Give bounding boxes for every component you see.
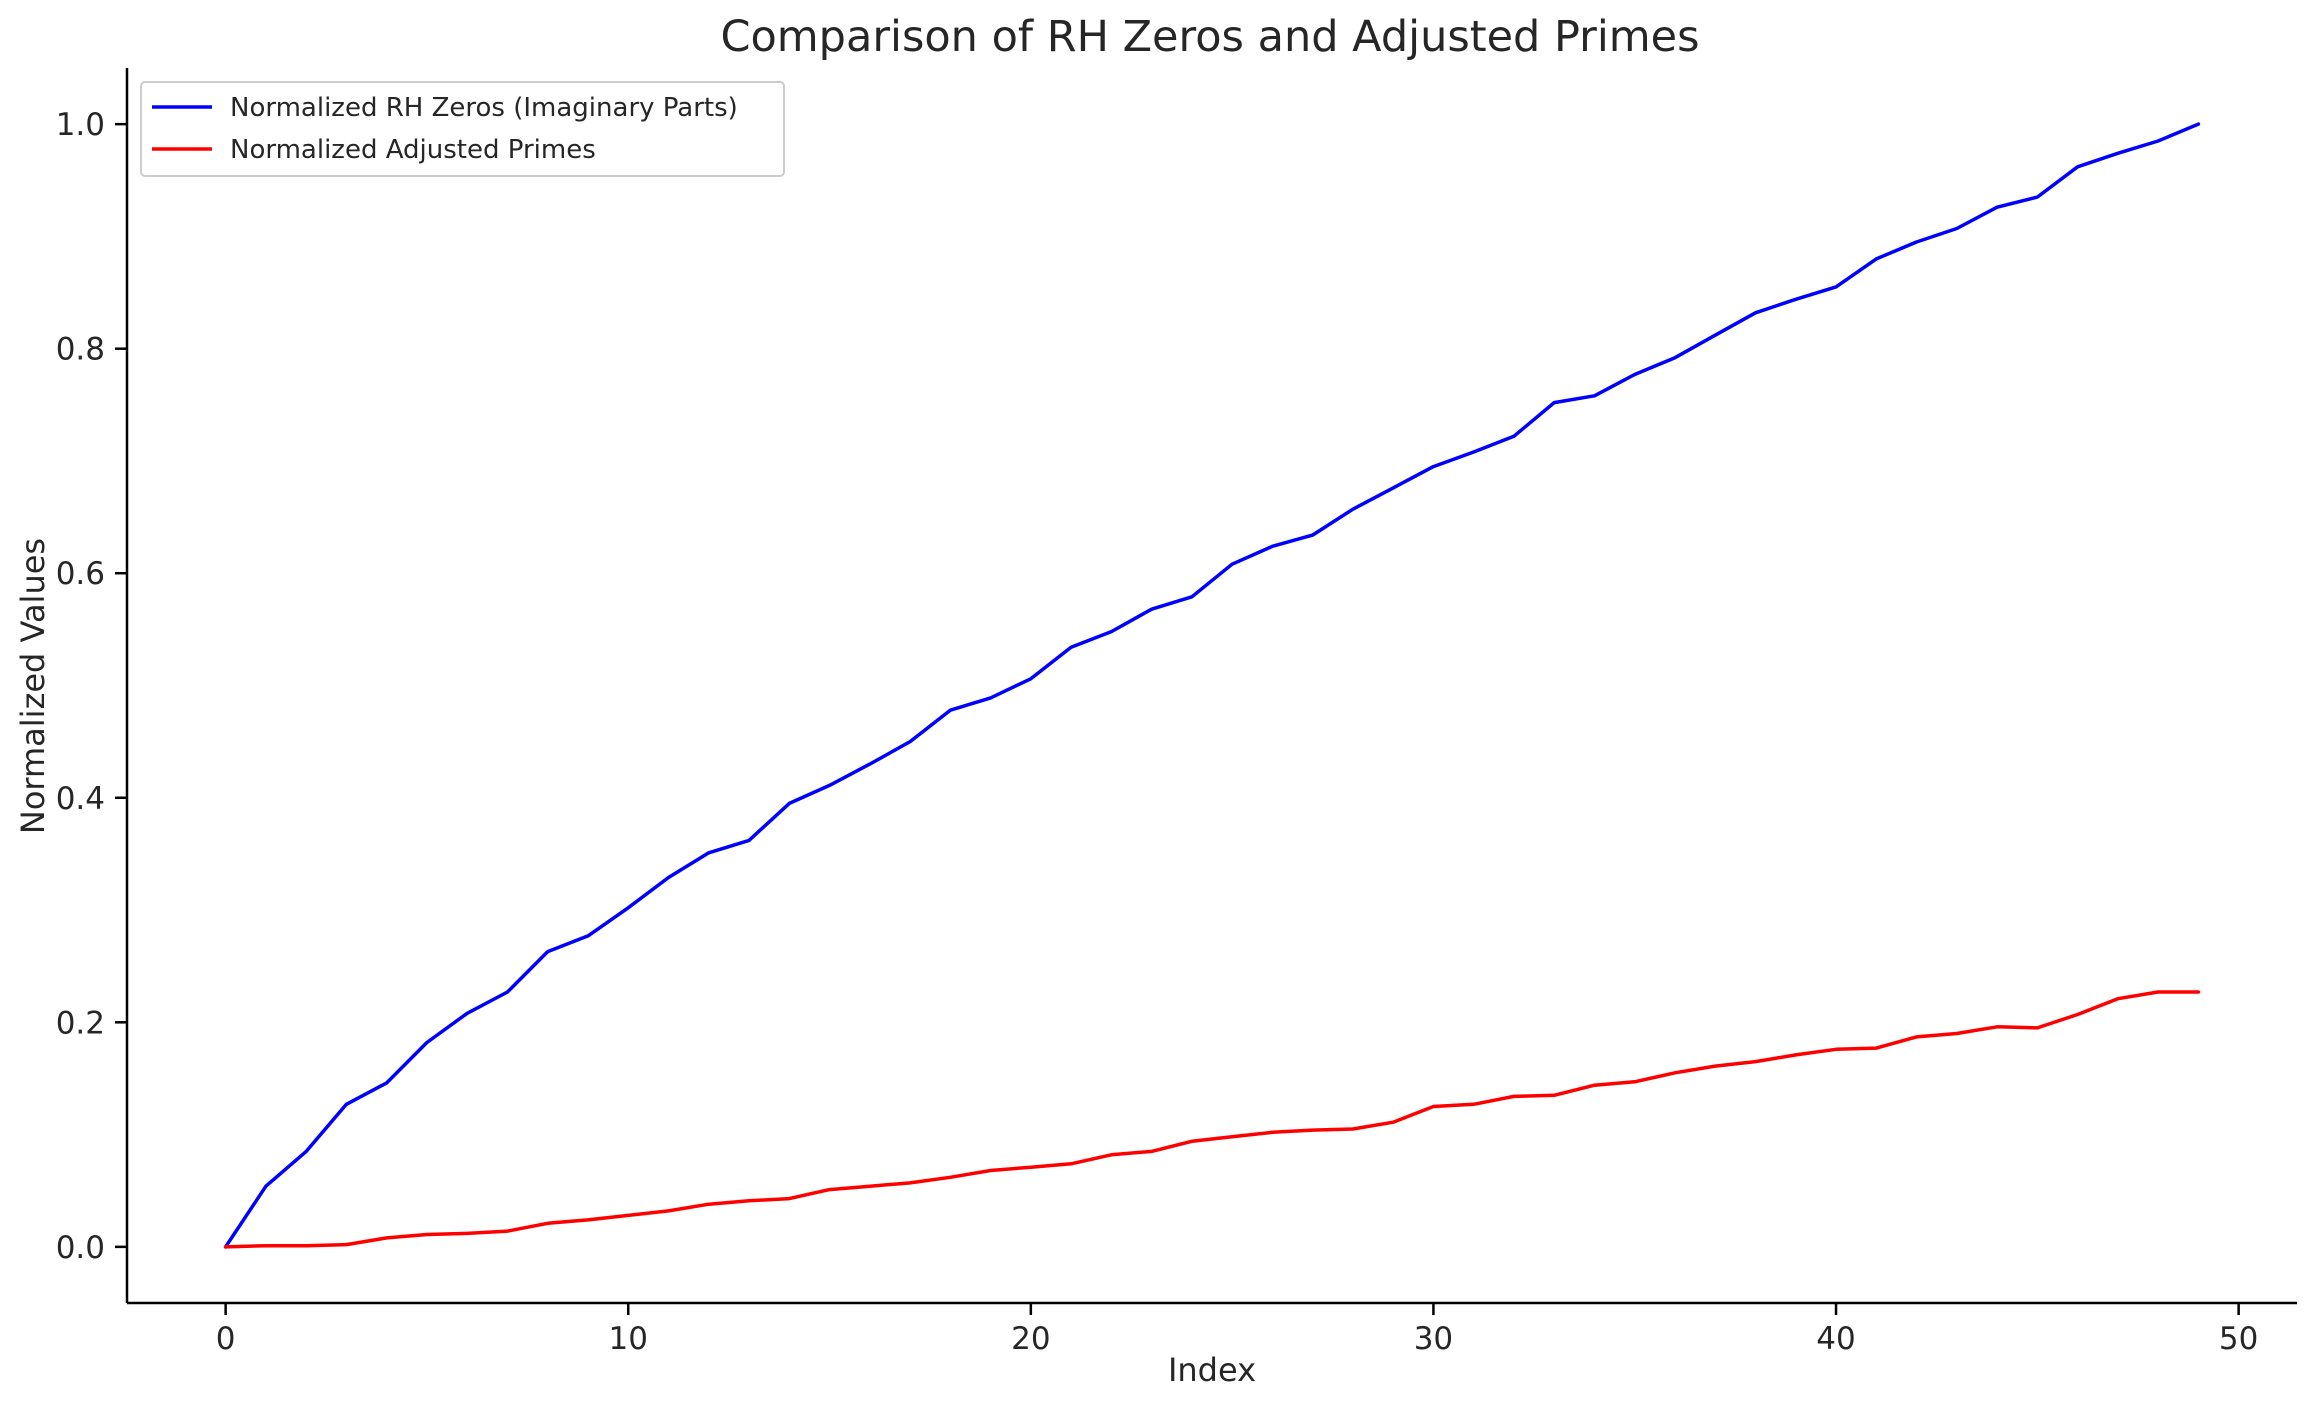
x-tick-label: 10: [609, 1321, 648, 1357]
legend: Normalized RH Zeros (Imaginary Parts) No…: [140, 81, 785, 177]
x-tick-label: 50: [2219, 1321, 2258, 1357]
x-tick-label: 30: [1414, 1321, 1453, 1357]
y-tick-label: 0.4: [56, 781, 105, 817]
x-axis-ticks: 0 10 20 30 40 50: [216, 1303, 2258, 1357]
y-tick-label: 0.2: [56, 1005, 105, 1041]
y-axis-ticks: 0.0 0.2 0.4 0.6 0.8 1.0: [56, 107, 127, 1266]
x-axis-label: Index: [1168, 1351, 1256, 1389]
y-tick-label: 0.0: [56, 1230, 105, 1266]
plot-area: [223, 122, 2201, 1249]
y-tick-label: 0.6: [56, 556, 105, 592]
y-tick-label: 0.8: [56, 332, 105, 368]
y-axis-label: Normalized Values: [14, 538, 52, 834]
x-tick-label: 20: [1011, 1321, 1050, 1357]
series-line-1: [223, 990, 2201, 1249]
legend-box: [140, 81, 785, 177]
y-tick-label: 1.0: [56, 107, 105, 143]
legend-label-rh-zeros: Normalized RH Zeros (Imaginary Parts): [230, 93, 738, 123]
chart-title: Comparison of RH Zeros and Adjusted Prim…: [720, 12, 1699, 62]
x-tick-label: 0: [216, 1321, 236, 1357]
x-tick-label: 40: [1816, 1321, 1855, 1357]
series-line-0: [223, 122, 2201, 1249]
legend-label-adjusted-primes: Normalized Adjusted Primes: [230, 135, 596, 165]
